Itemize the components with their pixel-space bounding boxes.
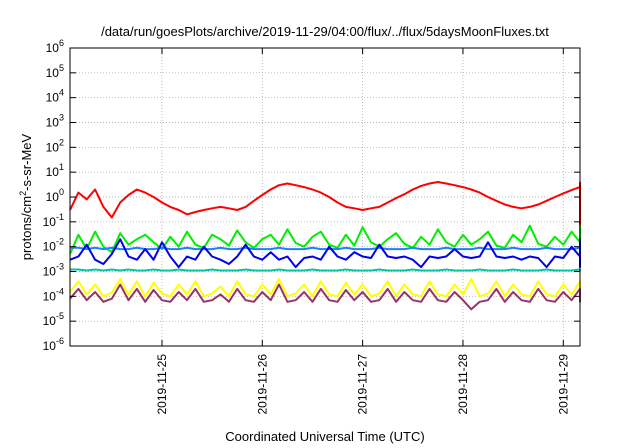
- y-tick-base: 10: [46, 140, 60, 154]
- x-axis: 2019-11-25 2019-11-26 2019-11-27 2019-11-28…: [155, 48, 570, 415]
- series-layer: [69, 181, 581, 311]
- y-tick-base: 10: [43, 215, 57, 229]
- y-tick-label: 105: [46, 63, 64, 80]
- y-tick-label: 10-6: [43, 336, 64, 353]
- y-tick-base: 10: [46, 66, 60, 80]
- y-axis-label: protons/cm2-s-sr-MeV: [18, 133, 34, 260]
- y-tick-exponent: 6: [59, 38, 64, 48]
- grid: [70, 48, 580, 346]
- y-tick-label: 104: [46, 88, 64, 105]
- series-line-0: [69, 181, 581, 226]
- x-tick-label: 2019-11-26: [255, 354, 269, 415]
- x-tick-label: 2019-11-25: [155, 354, 169, 415]
- y-tick-label: 106: [46, 38, 64, 55]
- y-tick-base: 10: [46, 41, 60, 55]
- y-tick-exponent: -1: [56, 212, 64, 222]
- y-tick-exponent: 1: [59, 162, 64, 172]
- y-tick-base: 10: [43, 339, 57, 353]
- y-tick-exponent: -6: [56, 336, 64, 346]
- y-tick-exponent: 0: [59, 187, 64, 197]
- y-tick-exponent: 5: [59, 63, 64, 73]
- x-tick-label: 2019-11-27: [356, 354, 370, 415]
- y-tick-base: 10: [46, 116, 60, 130]
- y-tick-label: 10-2: [43, 237, 64, 254]
- y-tick-base: 10: [46, 165, 60, 179]
- y-tick-base: 10: [46, 190, 60, 204]
- y-tick-exponent: -3: [56, 262, 64, 272]
- y-axis-label-part2: -s-sr-MeV: [19, 133, 34, 190]
- y-tick-exponent: -5: [56, 311, 64, 321]
- y-tick-label: 10-4: [43, 286, 64, 303]
- series-line-3: [69, 238, 581, 269]
- y-tick-exponent: 3: [59, 113, 64, 123]
- y-tick-base: 10: [46, 91, 60, 105]
- y-axis-label-sup: 2: [18, 191, 28, 196]
- y-tick-label: 103: [46, 113, 64, 130]
- y-tick-base: 10: [43, 240, 57, 254]
- y-tick-base: 10: [43, 314, 57, 328]
- y-tick-exponent: -2: [56, 237, 64, 247]
- series-line-4: [70, 268, 581, 272]
- x-axis-label: Coordinated Universal Time (UTC): [225, 429, 424, 444]
- y-tick-exponent: -4: [56, 286, 64, 296]
- y-tick-exponent: 4: [59, 88, 64, 98]
- y-tick-label: 101: [46, 162, 64, 179]
- y-tick-exponent: 2: [59, 137, 64, 147]
- y-tick-label: 100: [46, 187, 64, 204]
- y-tick-label: 102: [46, 137, 64, 154]
- y-tick-base: 10: [43, 289, 57, 303]
- x-tick-label: 2019-11-28: [456, 354, 470, 415]
- y-tick-base: 10: [43, 265, 57, 279]
- y-axis-label-part1: protons/cm: [19, 196, 34, 260]
- y-axis: 10-610-510-410-310-210-11001011021031041…: [43, 38, 580, 353]
- y-tick-label: 10-1: [43, 212, 64, 229]
- x-tick-label: 2019-11-29: [556, 354, 570, 415]
- y-tick-label: 10-3: [43, 262, 64, 279]
- chart-title: /data/run/goesPlots/archive/2019-11-29/0…: [101, 24, 549, 39]
- y-tick-label: 10-5: [43, 311, 64, 328]
